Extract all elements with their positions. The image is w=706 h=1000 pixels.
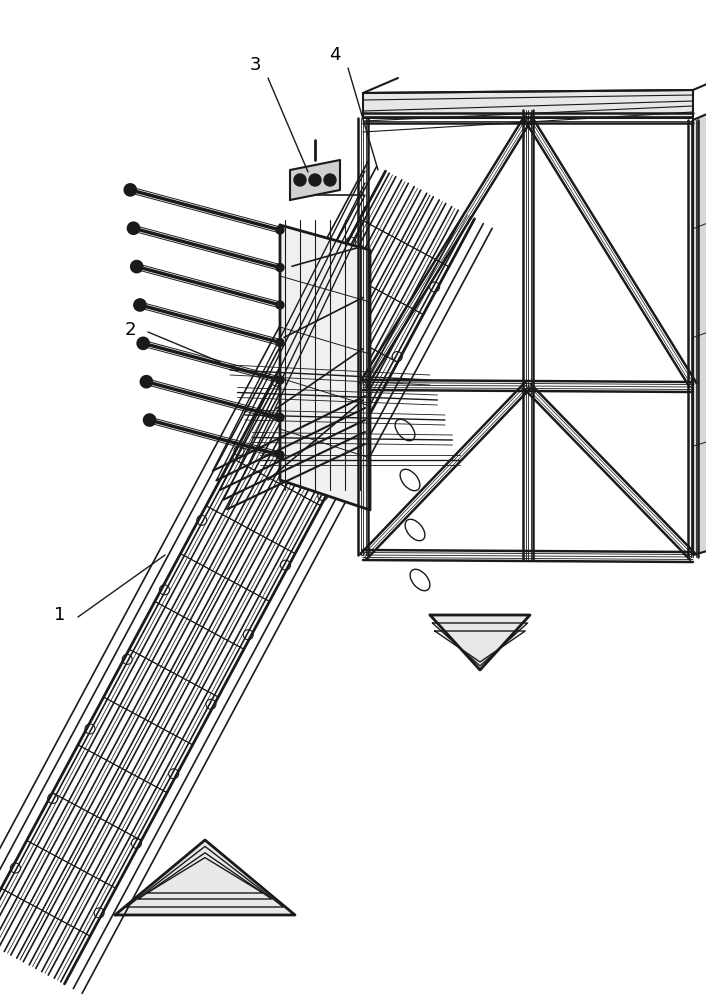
- Circle shape: [128, 222, 140, 234]
- Circle shape: [137, 337, 149, 349]
- Circle shape: [276, 226, 284, 234]
- Polygon shape: [430, 615, 530, 670]
- Polygon shape: [693, 105, 706, 555]
- Polygon shape: [115, 840, 295, 915]
- Circle shape: [276, 301, 284, 309]
- Polygon shape: [290, 160, 340, 200]
- Circle shape: [294, 174, 306, 186]
- Circle shape: [276, 451, 284, 459]
- Circle shape: [276, 414, 284, 422]
- Text: 4: 4: [329, 46, 341, 64]
- Circle shape: [131, 261, 143, 273]
- Circle shape: [276, 338, 284, 347]
- Circle shape: [124, 184, 136, 196]
- Polygon shape: [280, 225, 370, 510]
- Polygon shape: [363, 90, 693, 118]
- Text: 3: 3: [249, 56, 261, 74]
- Text: 1: 1: [54, 606, 66, 624]
- Circle shape: [309, 174, 321, 186]
- Circle shape: [140, 376, 152, 388]
- Text: 2: 2: [124, 321, 136, 339]
- Circle shape: [324, 174, 336, 186]
- Circle shape: [276, 376, 284, 384]
- Circle shape: [276, 263, 284, 271]
- Circle shape: [134, 299, 146, 311]
- Circle shape: [143, 414, 155, 426]
- Polygon shape: [363, 118, 693, 557]
